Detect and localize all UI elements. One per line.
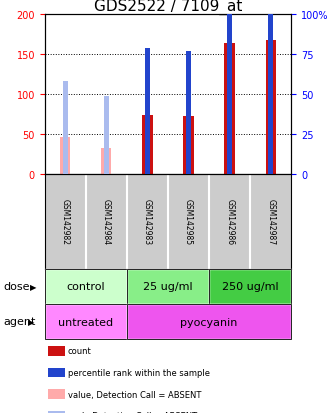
Bar — [224, 44, 235, 175]
Bar — [45, 269, 127, 304]
Text: GSM142982: GSM142982 — [61, 199, 70, 245]
Text: rank, Detection Call = ABSENT: rank, Detection Call = ABSENT — [68, 411, 197, 413]
Bar — [209, 269, 291, 304]
Text: value, Detection Call = ABSENT: value, Detection Call = ABSENT — [68, 389, 201, 399]
Text: agent: agent — [3, 317, 36, 327]
Bar — [60, 138, 71, 175]
Bar — [45, 304, 127, 339]
Bar — [183, 117, 194, 175]
Text: percentile rank within the sample: percentile rank within the sample — [68, 368, 210, 377]
Text: GSM142984: GSM142984 — [102, 199, 111, 245]
Bar — [45, 269, 127, 304]
Text: untreated: untreated — [58, 317, 113, 327]
Bar — [145, 48, 150, 175]
Bar — [127, 304, 291, 339]
Text: GSM142987: GSM142987 — [266, 199, 275, 245]
Bar — [265, 41, 276, 175]
Bar — [104, 96, 109, 175]
Bar — [45, 304, 127, 339]
Bar — [209, 269, 291, 304]
Text: dose: dose — [3, 282, 30, 292]
Text: GSM142985: GSM142985 — [184, 199, 193, 245]
Bar — [186, 52, 191, 175]
Text: ▶: ▶ — [30, 282, 36, 291]
Bar — [127, 269, 209, 304]
Bar — [227, 9, 232, 175]
Bar — [127, 304, 291, 339]
Bar — [63, 82, 68, 175]
Bar — [101, 149, 112, 175]
Text: ▶: ▶ — [28, 317, 35, 326]
Bar — [127, 269, 209, 304]
Bar — [268, 9, 273, 175]
Text: count: count — [68, 347, 92, 356]
Text: control: control — [67, 282, 105, 292]
Title: GDS2522 / 7109_at: GDS2522 / 7109_at — [94, 0, 242, 15]
Text: 25 ug/ml: 25 ug/ml — [143, 282, 193, 292]
Text: 250 ug/ml: 250 ug/ml — [222, 282, 278, 292]
Text: pyocyanin: pyocyanin — [180, 317, 238, 327]
Bar — [142, 116, 153, 175]
Text: GSM142986: GSM142986 — [225, 199, 234, 245]
Text: GSM142983: GSM142983 — [143, 199, 152, 245]
